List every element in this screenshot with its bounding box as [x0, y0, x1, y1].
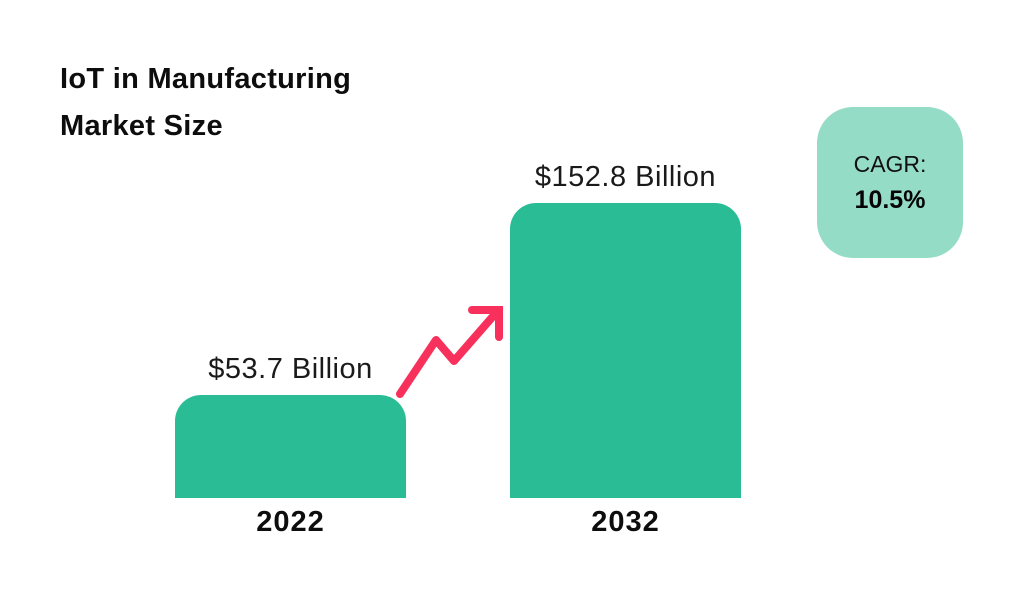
- bar-2022-year-label: 2022: [256, 506, 325, 538]
- chart-title: IoT in Manufacturing Market Size: [60, 56, 351, 150]
- chart-title-line1: IoT in Manufacturing: [60, 63, 352, 95]
- cagr-label: CAGR:: [853, 150, 927, 177]
- cagr-badge: CAGR: 10.5%: [817, 107, 963, 258]
- bar-2022: [175, 395, 406, 498]
- cagr-value: 10.5%: [854, 185, 926, 214]
- bar-2032-value-label: $152.8 Billion: [534, 161, 717, 193]
- chart-title-line2: Market Size: [60, 110, 223, 142]
- bar-2032: [510, 203, 741, 498]
- bar-2022-value-label: $53.7 Billion: [208, 353, 373, 385]
- growth-arrow-icon: [396, 306, 503, 398]
- bar-2032-year-label: 2032: [591, 506, 660, 538]
